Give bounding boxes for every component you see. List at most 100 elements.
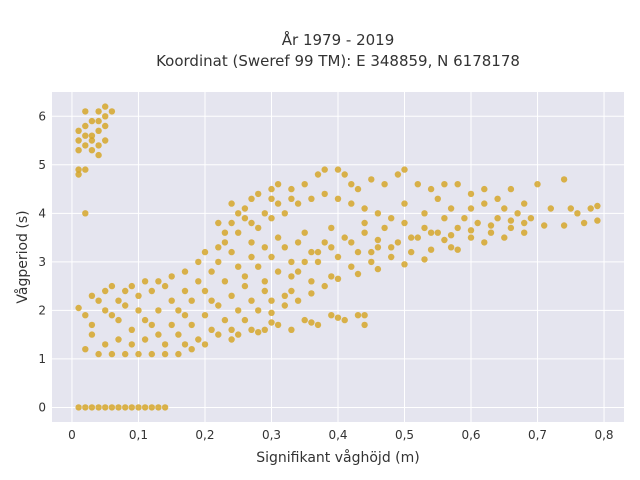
- data-point: [261, 326, 268, 333]
- data-point: [108, 350, 116, 358]
- data-point: [401, 219, 408, 227]
- data-point: [441, 236, 448, 244]
- data-point: [188, 321, 195, 329]
- data-point: [401, 200, 408, 207]
- data-point: [102, 287, 109, 295]
- data-point: [188, 346, 195, 353]
- data-point: [288, 185, 295, 193]
- data-point: [381, 224, 388, 232]
- data-point: [547, 205, 554, 212]
- data-point: [261, 210, 268, 217]
- data-point: [82, 132, 89, 139]
- y-tick-label: 5: [38, 158, 46, 172]
- data-point: [175, 307, 182, 314]
- data-point: [88, 137, 96, 144]
- data-point: [527, 215, 535, 222]
- data-point: [168, 273, 175, 280]
- data-point: [161, 341, 169, 348]
- data-point: [88, 292, 96, 299]
- data-point: [248, 195, 255, 202]
- data-point: [481, 185, 488, 193]
- data-point: [341, 234, 348, 241]
- data-point: [301, 258, 308, 266]
- data-point: [248, 239, 255, 246]
- data-point: [401, 166, 408, 173]
- data-point: [141, 404, 149, 411]
- data-point: [261, 244, 268, 251]
- data-point: [82, 142, 89, 149]
- data-point: [228, 248, 235, 256]
- data-point: [574, 210, 581, 217]
- data-point: [487, 229, 495, 236]
- data-point: [135, 350, 142, 358]
- data-point: [374, 244, 382, 251]
- data-point: [447, 205, 455, 212]
- data-point: [88, 147, 96, 154]
- data-point: [102, 341, 109, 348]
- data-point: [560, 222, 568, 229]
- data-point: [175, 331, 182, 338]
- data-point: [414, 234, 421, 241]
- data-point: [321, 239, 328, 246]
- data-point: [82, 346, 89, 353]
- data-point: [181, 312, 189, 319]
- data-point: [294, 239, 302, 246]
- data-point: [447, 244, 455, 251]
- data-point: [288, 258, 295, 266]
- data-point: [368, 258, 375, 266]
- data-point: [361, 321, 368, 329]
- data-point: [427, 246, 435, 253]
- data-point: [75, 147, 82, 154]
- data-point: [102, 307, 109, 314]
- data-point: [281, 292, 288, 299]
- data-point: [308, 278, 315, 285]
- data-point: [288, 273, 295, 280]
- data-point: [268, 309, 275, 316]
- data-point: [221, 229, 229, 236]
- data-point: [155, 307, 162, 314]
- data-point: [301, 229, 308, 236]
- data-point: [294, 200, 302, 207]
- data-point: [361, 229, 368, 236]
- data-point: [161, 282, 169, 290]
- data-point: [334, 166, 342, 173]
- data-point: [274, 181, 282, 188]
- data-point: [168, 297, 175, 304]
- data-point: [255, 224, 262, 232]
- data-point: [321, 166, 328, 173]
- data-point: [155, 331, 162, 338]
- data-point: [215, 244, 222, 251]
- data-point: [195, 258, 202, 266]
- data-point: [354, 248, 362, 256]
- data-point: [115, 316, 122, 324]
- data-point: [261, 287, 268, 295]
- data-point: [541, 222, 548, 229]
- data-point: [308, 195, 315, 202]
- data-point: [560, 176, 568, 183]
- data-point: [201, 312, 209, 319]
- data-point: [108, 312, 116, 319]
- data-point: [175, 350, 182, 358]
- data-point: [75, 127, 82, 134]
- data-point: [141, 278, 149, 285]
- data-point: [195, 336, 202, 343]
- data-point: [348, 263, 355, 270]
- data-point: [394, 239, 402, 246]
- data-point: [580, 219, 588, 227]
- data-points: [75, 103, 601, 411]
- data-point: [221, 278, 229, 285]
- data-point: [308, 248, 315, 256]
- data-point: [308, 319, 315, 326]
- x-tick-label: 0: [68, 428, 76, 442]
- data-point: [268, 297, 275, 304]
- data-point: [328, 224, 335, 232]
- data-point: [248, 297, 255, 304]
- data-point: [534, 181, 541, 188]
- data-point: [75, 404, 82, 411]
- chart-title-line-2: Koordinat (Sweref 99 TM): E 348859, N 61…: [156, 52, 520, 70]
- data-point: [401, 261, 408, 268]
- data-point: [122, 350, 129, 358]
- data-point: [235, 307, 242, 314]
- data-point: [128, 341, 135, 348]
- chart-title-line-1: År 1979 - 2019: [282, 30, 395, 49]
